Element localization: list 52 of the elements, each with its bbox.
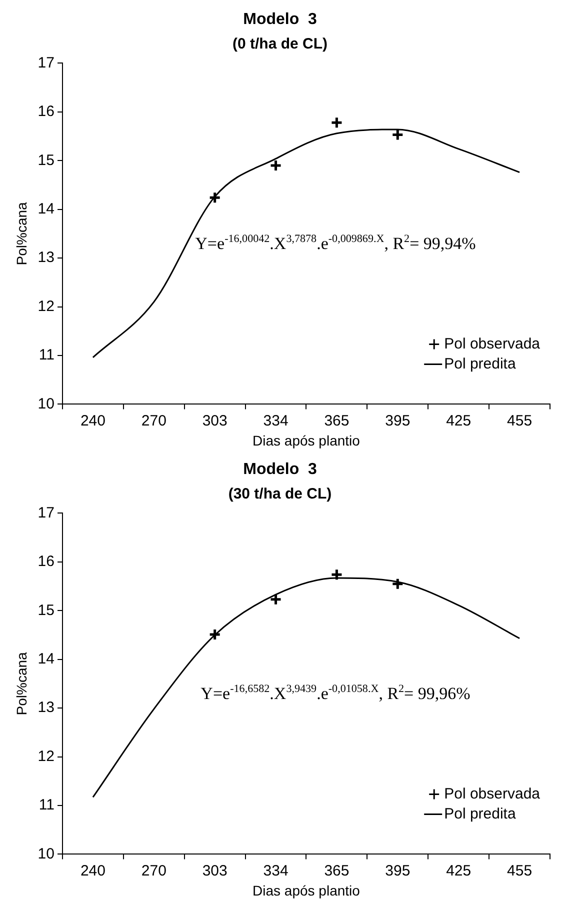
y-tick-label: 10 [38,395,54,412]
legend-label: Pol observada [444,335,541,352]
chart-title: Modelo 3 [243,11,317,28]
y-tick-label: 15 [38,152,54,169]
chart-subtitle: (0 t/ha de CL) [232,35,328,52]
x-tick-label: 455 [507,412,532,430]
x-axis-title: Dias após plantio [252,882,360,898]
point [330,116,343,129]
x-tick-label: 365 [324,862,350,880]
point [208,628,222,641]
y-axis-title: Pol%cana [13,202,30,266]
legend-label: Pol observada [444,785,541,802]
x-tick-label: 334 [263,862,288,880]
y-tick-label: 15 [38,602,54,619]
chart-title: Modelo 3 [243,461,317,478]
y-tick-label: 13 [38,699,54,716]
y-tick-label: 16 [38,553,54,570]
y-tick-label: 17 [38,54,54,72]
legend-label: Pol predita [444,805,516,822]
point [270,593,282,606]
x-tick-label: 395 [385,412,410,430]
y-axis-title: Pol%cana [13,652,30,716]
x-tick-label: 270 [141,412,166,430]
y-tick-label: 16 [38,103,54,120]
legend-label: Pol predita [444,355,516,372]
x-tick-label: 425 [446,862,472,880]
x-tick-label: 365 [324,412,350,430]
point [208,191,222,204]
y-tick-label: 13 [38,249,54,266]
x-tick-label: 303 [202,862,228,880]
chart-subtitle: (30 t/ha de CL) [228,485,332,502]
x-tick-label: 240 [80,862,106,880]
y-tick-label: 11 [38,346,54,364]
y-tick-label: 10 [38,845,54,862]
y-tick-label: 14 [38,650,54,668]
y-tick-label: 11 [38,796,54,814]
point [391,128,404,142]
x-axis-title: Dias após plantio [252,432,360,448]
x-tick-label: 240 [80,412,106,430]
y-tick-label: 14 [38,200,54,218]
point [391,578,404,590]
y-tick-label: 12 [38,748,54,765]
x-tick-label: 303 [202,412,228,430]
point [270,159,282,172]
x-tick-label: 270 [141,862,166,880]
x-tick-label: 334 [263,412,288,430]
y-tick-label: 17 [38,504,54,522]
x-tick-label: 425 [446,412,472,430]
x-tick-label: 455 [507,862,532,880]
x-tick-label: 395 [385,862,410,880]
point [330,568,343,581]
y-tick-label: 12 [38,298,54,315]
